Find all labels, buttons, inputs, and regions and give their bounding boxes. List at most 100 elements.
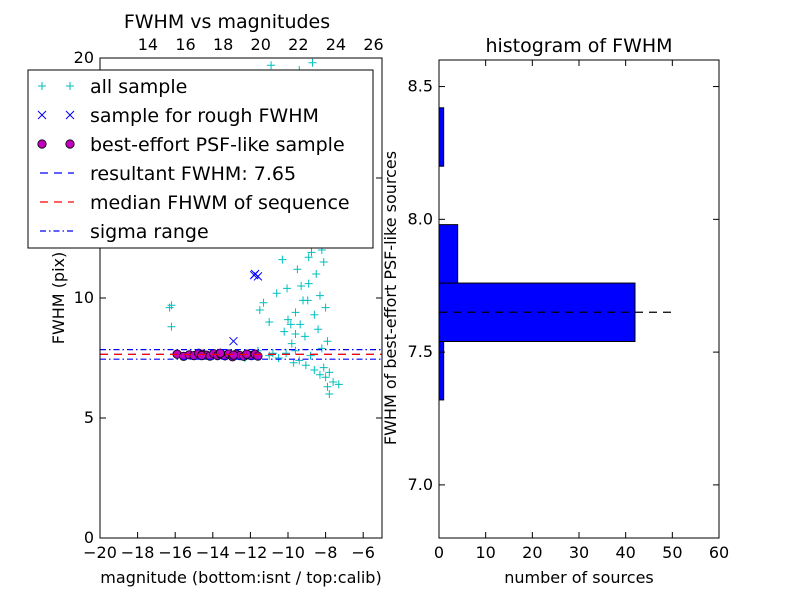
- y-tick-label: 7.0: [408, 475, 433, 494]
- plus-point: [315, 291, 324, 300]
- plus-point: [323, 382, 332, 391]
- plus-point: [319, 363, 328, 372]
- plus-point: [289, 358, 298, 367]
- y-tick-label: 8.0: [408, 209, 433, 228]
- y-tick-label: 0: [84, 528, 94, 547]
- plus-point: [329, 378, 338, 386]
- legend-label: sample for rough FWHM: [90, 105, 319, 127]
- x-tick-label: −16: [158, 543, 192, 562]
- plus-point: [304, 279, 313, 288]
- top-x-tick-label: 14: [138, 35, 158, 54]
- circle-point: [228, 350, 239, 360]
- scatter-legend: all sample sample for rough FWHM best-effo…: [27, 69, 374, 249]
- x-tick-label: 10: [475, 543, 495, 562]
- x-tick-label: 60: [709, 543, 729, 562]
- x-tick-label: 50: [662, 543, 682, 562]
- plus-point: [293, 265, 302, 274]
- histogram-chart: histogram of FWHM 0 10 20 30 40 50 60 7.0 7.5 8.0…: [381, 35, 729, 587]
- x-tick-label: −14: [196, 543, 230, 562]
- x-tick-label: −8: [314, 543, 338, 562]
- plus-point: [306, 351, 315, 360]
- x-tick-label: 30: [569, 543, 589, 562]
- plus-point: [304, 253, 313, 262]
- x-tick-label: −10: [271, 543, 305, 562]
- histogram-y-label: FWHM of best-effort PSF-like sources: [381, 151, 400, 445]
- x-tick-label: −18: [121, 543, 155, 562]
- x-point: [250, 269, 260, 279]
- plus-point: [66, 82, 74, 90]
- plus-point: [312, 270, 321, 278]
- plus-point: [310, 310, 319, 319]
- plus-point: [167, 322, 176, 331]
- plus-point: [272, 289, 281, 298]
- plus-point: [325, 368, 334, 377]
- top-x-tick-label: 24: [326, 35, 346, 54]
- scatter-x-label: magnitude (bottom:isnt / top:calib): [100, 568, 381, 587]
- plus-point: [38, 82, 46, 90]
- plus-point: [287, 339, 296, 348]
- x-tick-label: 20: [522, 543, 542, 562]
- plus-point: [315, 370, 324, 379]
- legend-label: sigma range: [90, 221, 209, 243]
- histogram-bar: [438, 224, 459, 284]
- plus-point: [265, 318, 274, 326]
- plus-point: [255, 306, 264, 314]
- x-point: [229, 336, 238, 346]
- top-x-tick-label: 22: [288, 35, 308, 54]
- plus-point: [307, 248, 316, 257]
- plus-point: [291, 346, 300, 355]
- scatter-chart: FWHM vs magnitudes 14 16 18 20 22 24 26 −20 −18…: [27, 11, 384, 587]
- legend-label: all sample: [90, 76, 187, 98]
- plus-point: [323, 337, 332, 346]
- top-x-ticks: 14 16 18 20 22 24 26: [138, 35, 384, 64]
- plus-point: [299, 296, 308, 305]
- x-tick-label: −20: [83, 543, 117, 562]
- circle-point: [215, 348, 225, 358]
- plus-point: [280, 327, 289, 336]
- x-tick-label: −12: [234, 543, 268, 562]
- plus-point: [284, 315, 292, 324]
- plus-point: [321, 303, 330, 312]
- legend-label: best-effort PSF-like sample: [90, 134, 345, 156]
- x-tick-label: 0: [434, 543, 444, 562]
- plus-point: [291, 308, 300, 317]
- plus-point: [297, 282, 306, 290]
- plus-point: [278, 255, 287, 264]
- plus-point: [321, 373, 330, 382]
- y-tick-label: 20: [74, 48, 94, 67]
- legend-label: resultant FWHM: 7.65: [90, 163, 296, 185]
- scatter-y-label: FWHM (pix): [49, 252, 68, 345]
- plus-point: [325, 390, 334, 398]
- plus-point: [310, 366, 319, 374]
- plus-point: [267, 61, 276, 70]
- histogram-bar: [438, 107, 445, 167]
- top-x-tick-label: 16: [175, 35, 195, 54]
- x-tick-label: −6: [351, 543, 375, 562]
- plus-point: [296, 320, 305, 329]
- plus-point: [308, 58, 317, 67]
- legend-entries: all sample sample for rough FWHM best-effo…: [37, 76, 350, 243]
- plus-point: [334, 380, 343, 389]
- y-tick-label: 8.5: [408, 77, 433, 96]
- circle-point: [65, 139, 75, 149]
- histogram-x-label: number of sources: [504, 568, 654, 587]
- top-x-tick-label: 20: [251, 35, 271, 54]
- plus-point: [301, 361, 310, 370]
- legend-label: median FHWM of sequence: [90, 192, 350, 214]
- histogram-bars: [438, 107, 677, 401]
- x-tick-label: 40: [615, 543, 635, 562]
- plus-point: [165, 303, 174, 312]
- plus-point: [282, 349, 291, 358]
- plus-point: [291, 330, 300, 338]
- plus-point: [295, 356, 304, 365]
- plus-point: [259, 298, 268, 307]
- top-x-tick-label: 26: [363, 35, 383, 54]
- circle-point: [37, 139, 47, 149]
- plus-point: [286, 320, 295, 329]
- plus-point: [283, 284, 292, 293]
- plus-point: [319, 258, 328, 266]
- y-tick-label: 5: [84, 408, 94, 427]
- x-point: [65, 110, 75, 120]
- plus-point: [300, 332, 309, 341]
